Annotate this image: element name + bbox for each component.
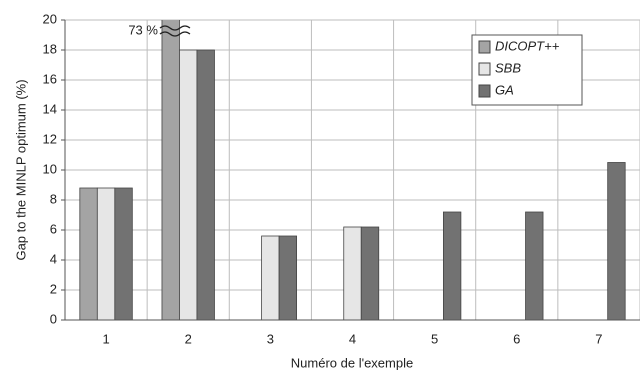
bar — [79, 187, 98, 320]
y-tick-label: 14 — [43, 101, 57, 116]
value-label: 73 % — [128, 22, 158, 37]
bar — [261, 235, 280, 320]
y-tick-label: 18 — [43, 41, 57, 56]
bar — [360, 226, 380, 320]
bar — [161, 20, 180, 320]
x-tick-label: 7 — [595, 331, 602, 346]
x-tick-label: 4 — [349, 331, 356, 346]
x-tick-label: 5 — [431, 331, 438, 346]
y-axis-label: Gap to the MINLP optimum (%) — [13, 79, 28, 260]
bar — [607, 162, 626, 320]
x-tick-label: 2 — [185, 331, 192, 346]
y-tick-label: 16 — [43, 71, 57, 86]
legend-label: GA — [495, 82, 514, 97]
y-tick-label: 20 — [43, 11, 57, 26]
x-tick-label: 3 — [267, 331, 274, 346]
bar — [179, 49, 198, 320]
y-tick-label: 6 — [50, 221, 57, 236]
bar — [278, 235, 298, 320]
bar — [114, 187, 133, 320]
bar — [196, 49, 215, 320]
legend-swatch — [478, 84, 491, 98]
y-tick-label: 12 — [43, 131, 57, 146]
y-tick-label: 0 — [50, 311, 57, 326]
bars — [79, 20, 626, 320]
y-tick-label: 2 — [50, 281, 57, 296]
legend-swatch — [478, 40, 491, 54]
bar — [343, 226, 362, 320]
legend-swatch — [478, 62, 491, 76]
y-tick-label: 4 — [50, 251, 57, 266]
axis-break — [159, 25, 191, 37]
legend-label: DICOPT++ — [495, 38, 560, 53]
x-tick-label: 6 — [513, 331, 520, 346]
y-tick-label: 8 — [50, 191, 57, 206]
x-tick-label: 1 — [102, 331, 109, 346]
bar — [525, 211, 544, 320]
bar — [442, 211, 462, 320]
bar — [96, 187, 116, 320]
x-axis-label: Numéro de l'exemple — [291, 355, 413, 370]
legend-label: SBB — [495, 60, 521, 75]
y-tick-label: 10 — [43, 161, 57, 176]
